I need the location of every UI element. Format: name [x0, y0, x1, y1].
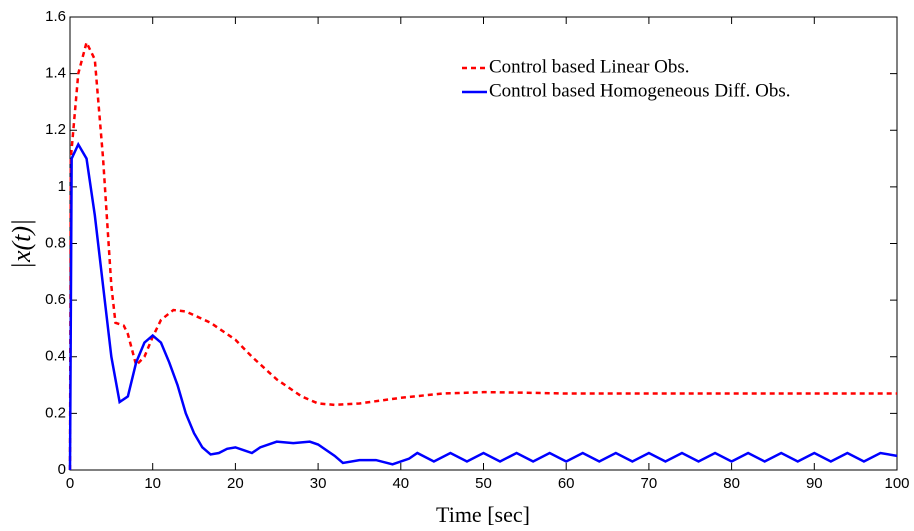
- x-tick-label: 90: [806, 475, 823, 492]
- y-tick-label: 1: [58, 178, 66, 195]
- y-tick-label: 0.6: [45, 291, 66, 308]
- x-tick-label: 50: [475, 475, 492, 492]
- x-axis-label: Time [sec]: [436, 502, 530, 527]
- y-tick-label: 0.4: [45, 348, 66, 365]
- x-tick-label: 30: [310, 475, 327, 492]
- x-tick-label: 20: [227, 475, 244, 492]
- y-tick-label: 1.4: [45, 65, 66, 82]
- legend-label: Control based Linear Obs.: [489, 56, 690, 77]
- data-line: [68, 38, 897, 471]
- x-tick-label: 40: [392, 475, 409, 492]
- legend-label: Control based Homogeneous Diff. Obs.: [489, 80, 791, 101]
- y-tick-label: 0: [58, 461, 66, 478]
- x-tick-label: 60: [558, 475, 575, 492]
- x-tick-label: 0: [66, 475, 74, 492]
- x-tick-label: 80: [723, 475, 740, 492]
- data-line: [68, 141, 898, 471]
- x-tick-label: 70: [641, 475, 658, 492]
- y-tick-label: 1.2: [45, 121, 66, 138]
- x-tick-label: 100: [884, 475, 909, 492]
- x-tick-label: 10: [144, 475, 161, 492]
- y-axis-label: |x(t)|: [7, 219, 36, 269]
- y-tick-label: 0.8: [45, 234, 66, 251]
- y-tick-label: 1.6: [45, 8, 66, 25]
- y-tick-label: 0.2: [45, 404, 66, 421]
